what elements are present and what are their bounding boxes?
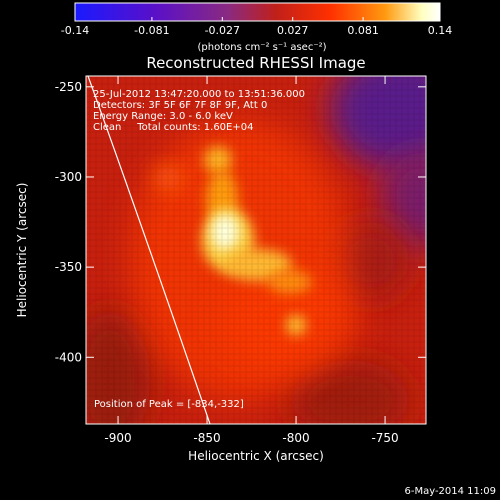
annotation-counts: Clean Total counts: 1.60E+04	[93, 122, 253, 133]
colorbar-gradient	[75, 3, 440, 21]
plot-area	[86, 76, 426, 424]
colorbar-tick-label: 0.081	[347, 24, 379, 37]
y-tick-label: -400	[55, 350, 82, 364]
annotation-energy-range: Energy Range: 3.0 - 6.0 keV	[93, 111, 233, 122]
colorbar-unit-label: (photons cm⁻² s⁻¹ asec⁻²)	[197, 42, 326, 53]
y-tick-label: -300	[55, 170, 82, 184]
colorbar-frame	[74, 2, 441, 22]
solar-limb-curve	[87, 76, 211, 424]
chart-title: Reconstructed RHESSI Image	[146, 54, 365, 72]
annotation-block: 25-Jul-2012 13:47:20.000 to 13:51:36.000…	[93, 89, 305, 133]
plot-frame	[85, 75, 427, 425]
colorbar: -0.14 -0.081 -0.027 0.027 0.081 0.14 (photons…	[61, 2, 453, 53]
x-tick-label: -800	[282, 431, 309, 445]
colorbar-tick-label: -0.14	[61, 24, 89, 37]
pixel-grid-overlay	[86, 76, 426, 424]
colorbar-tick-label: -0.027	[205, 24, 240, 37]
x-tick-label: -750	[371, 431, 398, 445]
colorbar-tick-label: 0.14	[428, 24, 453, 37]
annotation-time-range: 25-Jul-2012 13:47:20.000 to 13:51:36.000	[93, 89, 305, 100]
footer-date: 6-May-2014 11:09	[404, 486, 496, 497]
x-tick-label: -850	[193, 431, 220, 445]
peak-position-label: Position of Peak = [-834,-332]	[94, 399, 244, 410]
y-tick-label: -250	[55, 80, 82, 94]
x-axis-label: Heliocentric X (arcsec)	[188, 449, 324, 463]
annotation-detectors: Detectors: 3F 5F 6F 7F 8F 9F, Att 0	[93, 100, 267, 111]
colorbar-tick-label: -0.081	[134, 24, 169, 37]
y-tick-label: -350	[55, 260, 82, 274]
y-axis-label: Heliocentric Y (arcsec)	[15, 183, 29, 318]
colorbar-tick-label: 0.027	[277, 24, 309, 37]
x-tick-label: -900	[104, 431, 131, 445]
